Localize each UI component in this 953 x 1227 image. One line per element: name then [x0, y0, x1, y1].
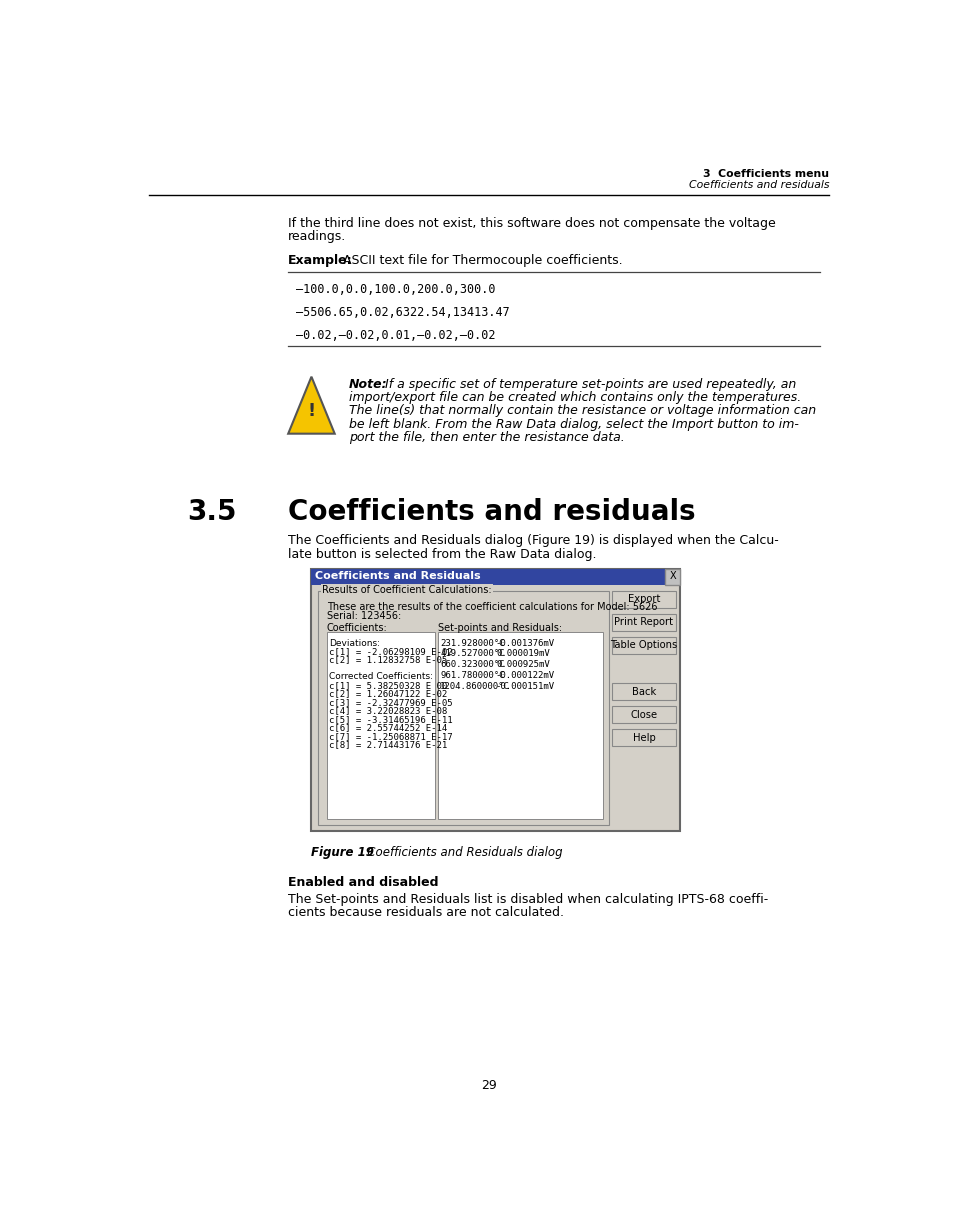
Text: c[7] = -1.25068871 E-17: c[7] = -1.25068871 E-17	[329, 731, 453, 741]
Text: 3.5: 3.5	[187, 498, 236, 526]
FancyBboxPatch shape	[612, 590, 675, 607]
Text: Coefficients and Residuals dialog: Coefficients and Residuals dialog	[356, 847, 562, 859]
Text: c[3] = -2.32477969 E-05: c[3] = -2.32477969 E-05	[329, 698, 453, 707]
FancyBboxPatch shape	[612, 637, 675, 654]
Text: If a specific set of temperature set-points are used repeatedly, an: If a specific set of temperature set-poi…	[381, 378, 796, 391]
Text: c[2] = 1.12832758 E-05: c[2] = 1.12832758 E-05	[329, 655, 447, 665]
Text: port the file, then enter the resistance data.: port the file, then enter the resistance…	[348, 431, 624, 444]
Text: c[6] = 2.55744252 E-14: c[6] = 2.55744252 E-14	[329, 723, 447, 733]
Text: Figure 19: Figure 19	[311, 847, 374, 859]
Text: The Coefficients and Residuals dialog (Figure 19) is displayed when the Calcu-: The Coefficients and Residuals dialog (F…	[288, 534, 779, 547]
Text: Coefficients:: Coefficients:	[327, 623, 387, 633]
Text: Back: Back	[631, 687, 656, 697]
FancyBboxPatch shape	[612, 614, 675, 631]
Text: Example:: Example:	[288, 254, 353, 266]
Text: c[4] = 3.22028823 E-08: c[4] = 3.22028823 E-08	[329, 707, 447, 715]
Text: 29: 29	[480, 1079, 497, 1092]
Text: These are the results of the coefficient calculations for Model: 5626: These are the results of the coefficient…	[327, 601, 657, 611]
Text: X: X	[669, 571, 676, 582]
Text: –5506.65,0.02,6322.54,13413.47: –5506.65,0.02,6322.54,13413.47	[295, 306, 509, 319]
Text: The Set-points and Residuals list is disabled when calculating IPTS-68 coeffi-: The Set-points and Residuals list is dis…	[288, 892, 768, 906]
Text: c[8] = 2.71443176 E-21: c[8] = 2.71443176 E-21	[329, 740, 447, 750]
FancyBboxPatch shape	[612, 729, 675, 746]
FancyBboxPatch shape	[437, 632, 602, 818]
Text: !: !	[307, 402, 315, 421]
Text: Set-points and Residuals:: Set-points and Residuals:	[437, 623, 561, 633]
Text: -0.001376mV: -0.001376mV	[496, 638, 555, 648]
Text: 0.000019mV: 0.000019mV	[496, 649, 549, 658]
Text: Help: Help	[632, 733, 655, 742]
Polygon shape	[288, 377, 335, 433]
Text: If the third line does not exist, this software does not compensate the voltage: If the third line does not exist, this s…	[288, 216, 775, 229]
Text: Coefficients and residuals: Coefficients and residuals	[688, 180, 828, 190]
Text: readings.: readings.	[288, 231, 346, 243]
Text: cients because residuals are not calculated.: cients because residuals are not calcula…	[288, 907, 563, 919]
Text: Note:: Note:	[348, 378, 387, 391]
Text: c[5] = -3.31465196 E-11: c[5] = -3.31465196 E-11	[329, 715, 453, 724]
Text: Enabled and disabled: Enabled and disabled	[288, 876, 438, 888]
FancyBboxPatch shape	[311, 569, 664, 584]
Text: 231.928000°C: 231.928000°C	[439, 638, 504, 648]
Text: Corrected Coefficients:: Corrected Coefficients:	[329, 672, 433, 681]
Text: import/export file can be created which contains only the temperatures.: import/export file can be created which …	[348, 391, 801, 405]
FancyBboxPatch shape	[317, 590, 608, 825]
Text: Results of Coefficient Calculations:: Results of Coefficient Calculations:	[322, 585, 492, 595]
Text: 961.780000°C: 961.780000°C	[439, 671, 504, 680]
Text: -0.000122mV: -0.000122mV	[496, 671, 555, 680]
Text: 0.000925mV: 0.000925mV	[496, 660, 549, 669]
FancyBboxPatch shape	[612, 683, 675, 701]
Text: -0.000151mV: -0.000151mV	[496, 682, 555, 691]
FancyBboxPatch shape	[664, 569, 679, 584]
Text: late button is selected from the Raw Data dialog.: late button is selected from the Raw Dat…	[288, 547, 596, 561]
Text: Table Options: Table Options	[610, 640, 677, 650]
FancyBboxPatch shape	[327, 632, 435, 818]
FancyBboxPatch shape	[612, 707, 675, 723]
Text: –100.0,0.0,100.0,200.0,300.0: –100.0,0.0,100.0,200.0,300.0	[295, 282, 495, 296]
Text: 3  Coefficients menu: 3 Coefficients menu	[702, 169, 828, 179]
Text: Serial: 123456:: Serial: 123456:	[327, 611, 401, 621]
Text: be left blank. From the Raw Data dialog, select the Import button to im-: be left blank. From the Raw Data dialog,…	[348, 417, 798, 431]
Text: The line(s) that normally contain the resistance or voltage information can: The line(s) that normally contain the re…	[348, 405, 815, 417]
Text: Coefficients and Residuals: Coefficients and Residuals	[315, 571, 480, 582]
Text: Print Report: Print Report	[614, 617, 673, 627]
Text: –0.02,–0.02,0.01,–0.02,–0.02: –0.02,–0.02,0.01,–0.02,–0.02	[295, 329, 495, 342]
Text: Deviations:: Deviations:	[329, 638, 380, 648]
Text: 419.527000°C: 419.527000°C	[439, 649, 504, 658]
Text: Coefficients and residuals: Coefficients and residuals	[288, 498, 695, 526]
Text: Export: Export	[627, 594, 659, 604]
FancyBboxPatch shape	[311, 569, 679, 831]
Text: 1204.860000°C: 1204.860000°C	[439, 682, 510, 691]
Text: 660.323000°C: 660.323000°C	[439, 660, 504, 669]
Text: c[1] = -2.06298109 E-02: c[1] = -2.06298109 E-02	[329, 647, 453, 656]
Text: c[1] = 5.38250328 E 00: c[1] = 5.38250328 E 00	[329, 681, 447, 690]
Text: c[2] = 1.26047122 E-02: c[2] = 1.26047122 E-02	[329, 690, 447, 698]
Text: ASCII text file for Thermocouple coefficients.: ASCII text file for Thermocouple coeffic…	[338, 254, 621, 266]
Text: Close: Close	[630, 709, 657, 720]
